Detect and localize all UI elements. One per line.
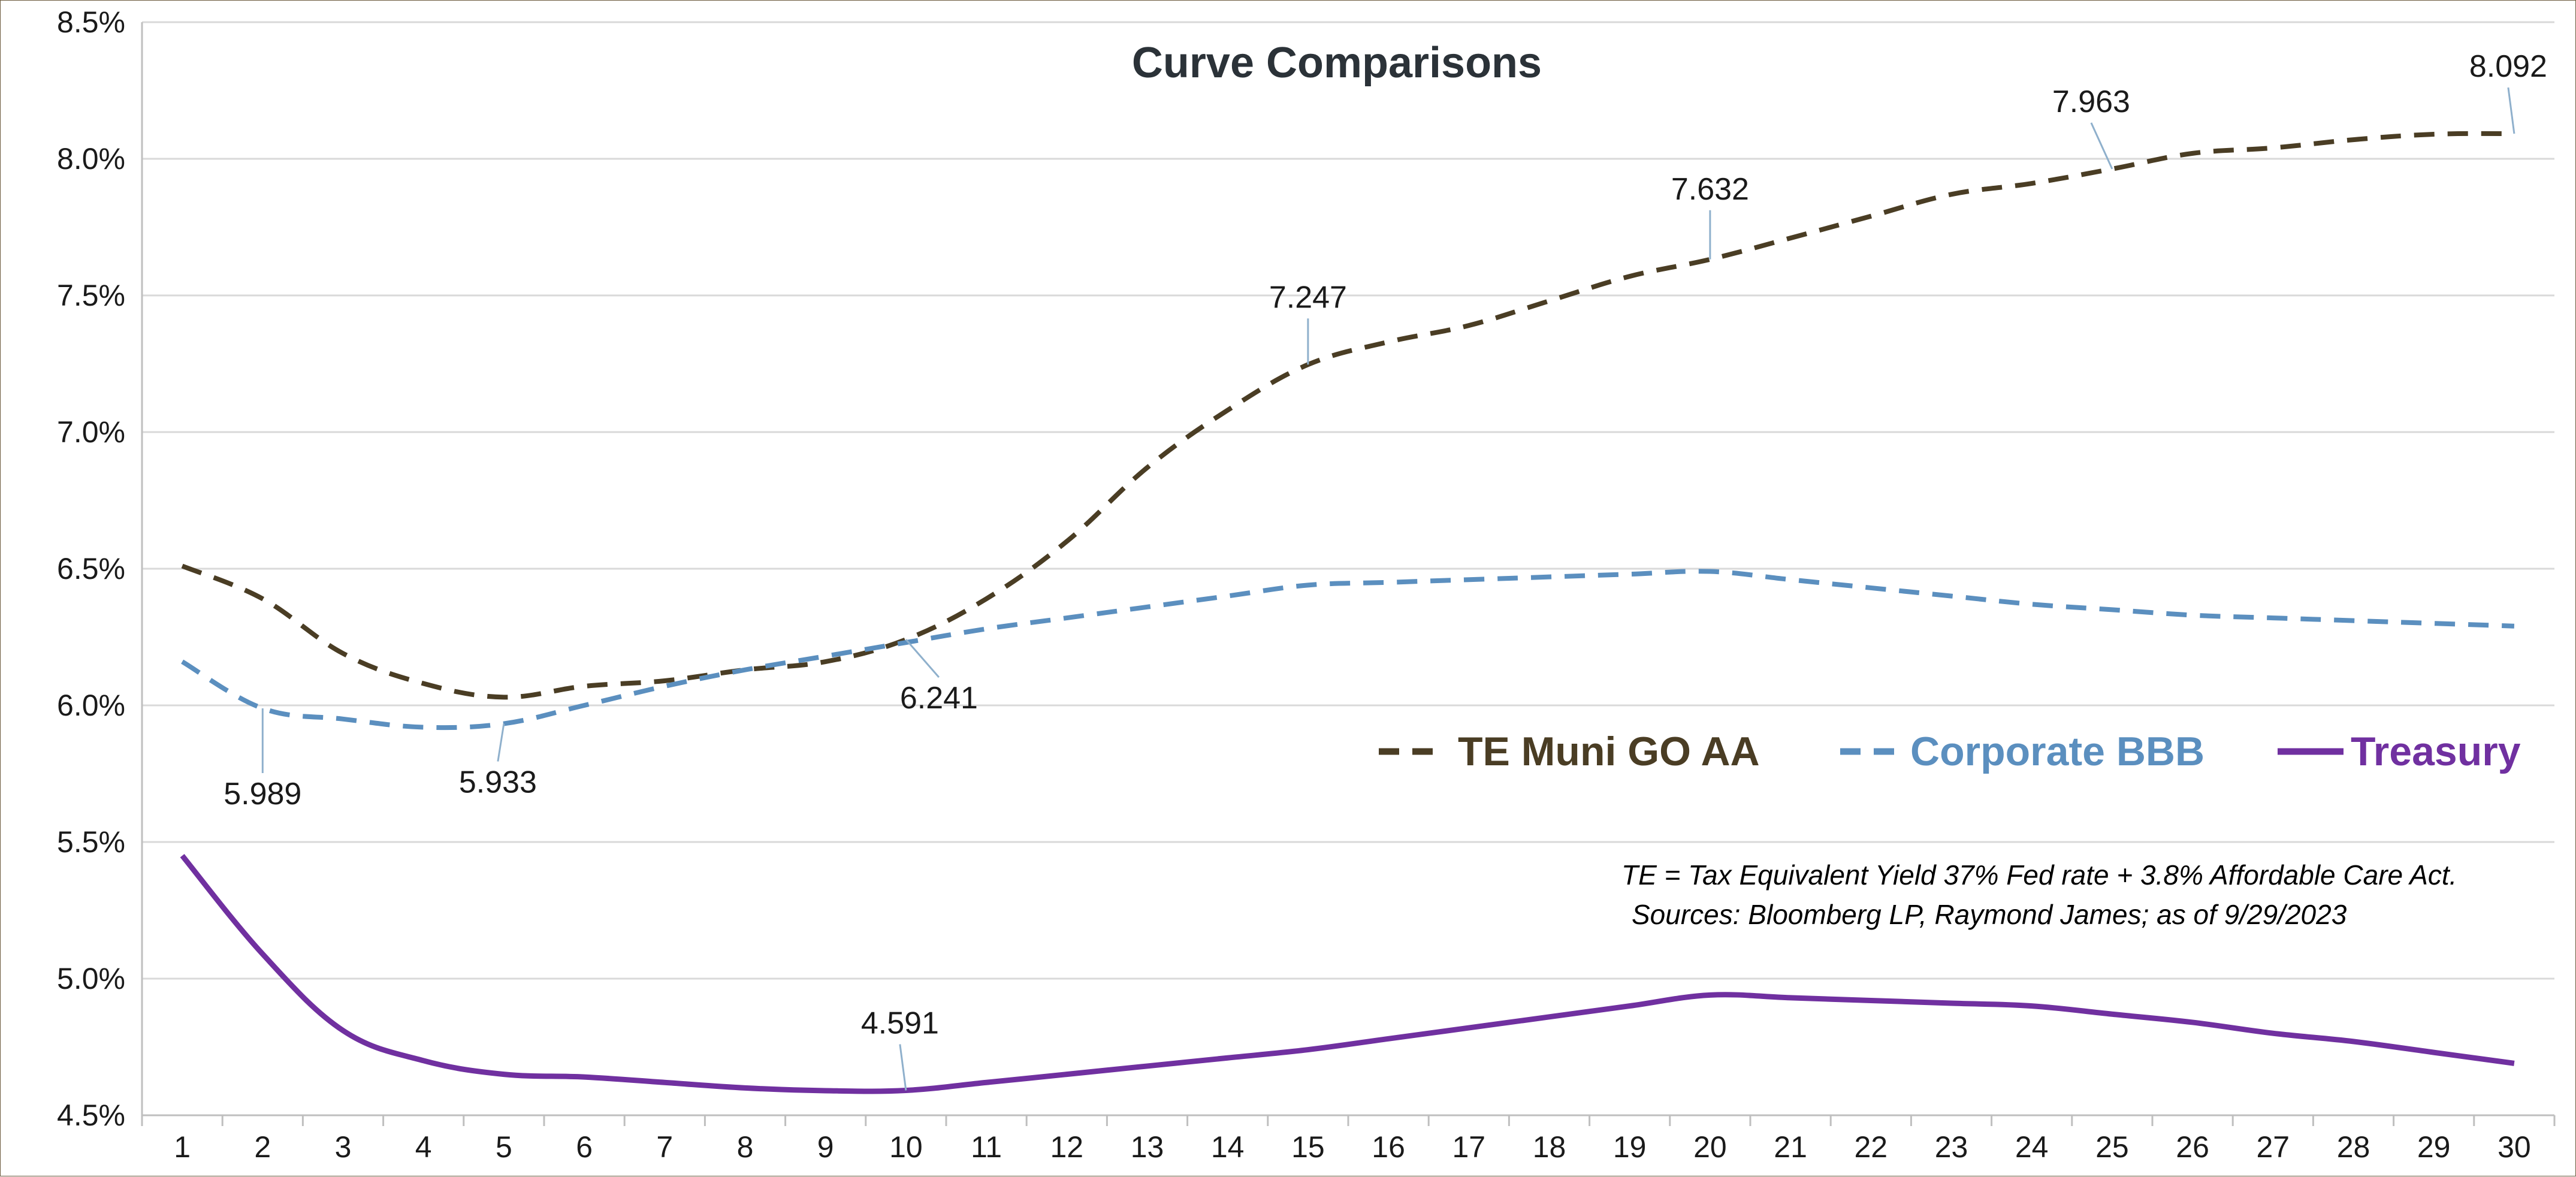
data-label-leader: [905, 639, 940, 678]
x-tick-label: 2: [254, 1130, 271, 1164]
x-tick-label: 1: [174, 1130, 191, 1164]
data-label-corporate-bbb-2: 5.989: [224, 777, 301, 811]
y-tick-label: 7.5%: [57, 279, 125, 312]
data-label-corporate-bbb-5: 5.933: [459, 765, 537, 800]
x-tick-label: 16: [1372, 1130, 1405, 1164]
legend-label-te-muni: TE Muni GO AA: [1458, 729, 1760, 774]
x-tick-label: 10: [889, 1130, 923, 1164]
footnote-tax-equivalent: TE = Tax Equivalent Yield 37% Fed rate +…: [1621, 859, 2457, 891]
x-tick-label: 15: [1291, 1130, 1325, 1164]
x-tick-label: 3: [335, 1130, 352, 1164]
x-tick-label: 20: [1693, 1130, 1727, 1164]
y-tick-label: 8.5%: [57, 5, 125, 39]
x-tick-label: 29: [2417, 1130, 2451, 1164]
y-tick-label: 4.5%: [57, 1098, 125, 1132]
x-tick-label: 24: [2015, 1130, 2049, 1164]
chart-title: Curve Comparisons: [1132, 39, 1542, 87]
legend-item-te-muni: TE Muni GO AA: [1379, 729, 1760, 774]
x-tick-label: 13: [1131, 1130, 1164, 1164]
data-label-treasury-10: 4.591: [861, 1006, 939, 1041]
x-tick-label: 17: [1452, 1130, 1485, 1164]
legend-item-corporate-bbb: Corporate BBB: [1840, 729, 2204, 774]
series-line-treasury: [180, 853, 2515, 1094]
x-tick-label: 18: [1533, 1130, 1566, 1164]
data-label-leader: [497, 723, 505, 762]
data-label-leader: [2090, 122, 2113, 170]
x-tick-label: 6: [576, 1130, 593, 1164]
series-layer: [180, 131, 2515, 1094]
x-tick-label: 23: [1935, 1130, 1968, 1164]
x-tick-label: 19: [1613, 1130, 1647, 1164]
y-tick-label: 5.5%: [57, 825, 125, 859]
x-tick-label: 22: [1854, 1130, 1888, 1164]
x-tick-label: 7: [656, 1130, 673, 1164]
data-label-leader: [899, 1044, 907, 1091]
y-tick-label: 5.0%: [57, 962, 125, 995]
x-tick-label: 14: [1211, 1130, 1245, 1164]
axis-layer: 4.5%5.0%5.5%6.0%6.5%7.0%7.5%8.0%8.5%1 2 3 4…: [57, 5, 2556, 1164]
x-tick-label: 27: [2256, 1130, 2290, 1164]
y-tick-label: 6.0%: [57, 689, 125, 722]
legend-label-treasury: Treasury: [2351, 729, 2521, 774]
data-label-te-muni-go-aa-20: 7.632: [1671, 172, 1749, 207]
data-label-te-muni-go-aa-15: 7.247: [1269, 280, 1347, 315]
series-line-corporate-bbb: [181, 569, 2515, 731]
data-label-te-muni-go-aa-30: 8.092: [2469, 49, 2547, 84]
x-tick-label: 12: [1050, 1130, 1083, 1164]
data-label-leader: [2507, 87, 2515, 134]
x-tick-label: 28: [2337, 1130, 2370, 1164]
y-tick-label: 6.5%: [57, 552, 125, 586]
x-tick-label: 8: [737, 1130, 754, 1164]
grid-layer: [142, 21, 2554, 980]
legend-item-treasury: Treasury: [2278, 729, 2521, 774]
x-tick-label: 11: [971, 1130, 1002, 1164]
y-tick-label: 8.0%: [57, 142, 125, 176]
x-tick-label: 26: [2176, 1130, 2209, 1164]
x-tick-label: 4: [415, 1130, 432, 1164]
footnote-sources: Sources: Bloomberg LP, Raymond James; as…: [1632, 899, 2347, 930]
data-label-te-muni-go-aa-25: 7.963: [2052, 84, 2130, 119]
x-tick-label: 21: [1774, 1130, 1807, 1164]
data-label-layer: 6.241 7.247 7.632 7.963 8.092 5.989 5.933 4.591: [224, 49, 2547, 1091]
legend-label-corporate-bbb: Corporate BBB: [1910, 729, 2204, 774]
x-tick-label: 25: [2095, 1130, 2129, 1164]
x-tick-label: 5: [496, 1130, 512, 1164]
legend: TE Muni GO AA Corporate BBB Treasury: [1379, 729, 2521, 774]
y-tick-label: 7.0%: [57, 415, 125, 449]
x-tick-label: 30: [2498, 1130, 2531, 1164]
x-tick-label: 9: [817, 1130, 834, 1164]
series-line-te-muni-go-aa: [181, 131, 2514, 700]
data-label-te-muni-go-aa-10: 6.241: [900, 681, 978, 716]
